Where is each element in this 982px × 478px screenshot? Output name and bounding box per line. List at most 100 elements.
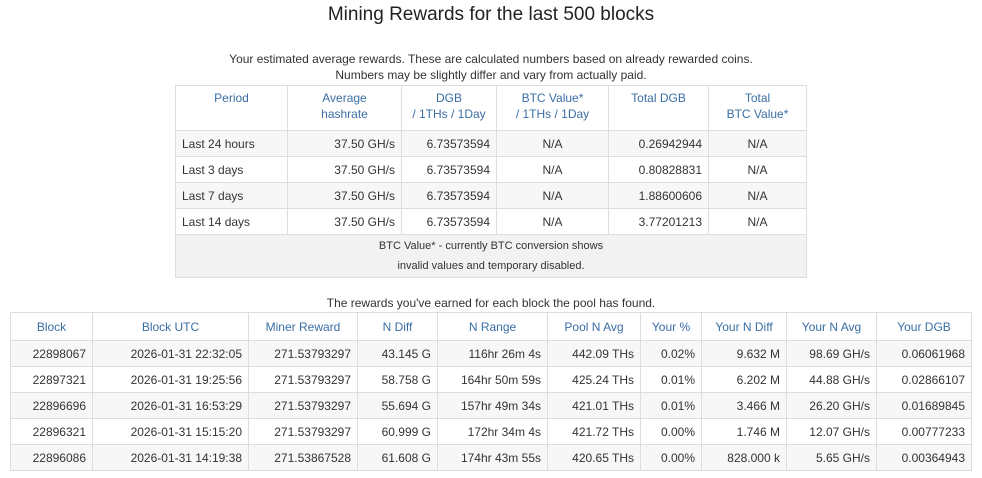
table-row: Last 24 hours 37.50 GH/s 6.73573594 N/A 0.26… xyxy=(175,130,807,157)
header-line: DGB xyxy=(435,91,462,105)
table-cell: 0.01689845 xyxy=(876,392,972,419)
column-header: Your N Avg xyxy=(786,312,877,341)
table-cell: 6.73573594 xyxy=(401,208,497,235)
header-line: BTC Value* xyxy=(521,91,584,105)
header-line: / 1THs / 1Day xyxy=(515,107,590,121)
table-row: Last 14 days 37.50 GH/s 6.73573594 N/A 3.772… xyxy=(175,208,807,235)
table-cell: 0.00% xyxy=(640,444,702,471)
column-header: DGB / 1THs / 1Day xyxy=(401,85,497,131)
table-cell: 421.01 THs xyxy=(547,392,641,419)
table-cell: 172hr 34m 4s xyxy=(437,418,548,445)
table-cell: 61.608 G xyxy=(357,444,438,471)
note-line: invalid values and temporary disabled. xyxy=(397,260,585,272)
table-cell: 164hr 50m 59s xyxy=(437,366,548,393)
subtitle: Numbers may be slightly differ and vary … xyxy=(335,68,647,82)
table-cell: 22897321 xyxy=(10,366,93,393)
table-cell: 116hr 26m 4s xyxy=(437,340,548,367)
table-cell: 6.202 M xyxy=(701,366,787,393)
table-cell: 6.73573594 xyxy=(401,182,497,209)
table-cell: 26.20 GH/s xyxy=(786,392,877,419)
table-row: Last 3 days 37.50 GH/s 6.73573594 N/A 0.8082… xyxy=(175,156,807,183)
table-cell: N/A xyxy=(496,208,609,235)
table-row: Last 7 days 37.50 GH/s 6.73573594 N/A 1.8860… xyxy=(175,182,807,209)
table-cell: 12.07 GH/s xyxy=(786,418,877,445)
column-header: N Diff xyxy=(357,312,438,341)
table-cell: 0.01% xyxy=(640,392,702,419)
table-cell: 0.02% xyxy=(640,340,702,367)
table-cell: 44.88 GH/s xyxy=(786,366,877,393)
table-cell: 0.26942944 xyxy=(608,130,709,157)
table-cell: Last 14 days xyxy=(175,208,288,235)
table-cell: 2026-01-31 22:32:05 xyxy=(92,340,249,367)
table-cell: 6.73573594 xyxy=(401,130,497,157)
column-header: BTC Value* / 1THs / 1Day xyxy=(496,85,609,131)
subtitle: Your estimated average rewards. These ar… xyxy=(229,52,753,66)
column-header: Pool N Avg xyxy=(547,312,641,341)
table-cell: 421.72 THs xyxy=(547,418,641,445)
header-line: Total DGB xyxy=(631,91,686,105)
table-cell: 98.69 GH/s xyxy=(786,340,877,367)
header-line: Period xyxy=(214,91,249,105)
table-cell: N/A xyxy=(708,208,807,235)
note-row: BTC Value* - currently BTC conversion sh… xyxy=(175,234,807,278)
header-line: hashrate xyxy=(321,107,368,121)
caption: The rewards you've earned for each block… xyxy=(326,296,656,310)
column-header: Your % xyxy=(640,312,702,341)
table-cell: 60.999 G xyxy=(357,418,438,445)
page-title: Mining Rewards for the last 500 blocks xyxy=(327,4,655,25)
column-header: Total BTC Value* xyxy=(708,85,807,131)
header-line: Total xyxy=(744,91,771,105)
table-cell: 2026-01-31 15:15:20 xyxy=(92,418,249,445)
header-line: / 1THs / 1Day xyxy=(412,107,486,121)
table-cell: 2026-01-31 14:19:38 xyxy=(92,444,249,471)
header-line: Average xyxy=(322,91,367,105)
table-cell: 0.01% xyxy=(640,366,702,393)
estimates-table: Period Average hashrate DGB/ 1THs / 1Day BTC… xyxy=(175,85,807,278)
note-line: BTC Value* - currently BTC conversion sh… xyxy=(378,240,604,252)
table-cell: 174hr 43m 55s xyxy=(437,444,548,471)
column-header: Period xyxy=(175,85,288,131)
table-row: 22897321 2026-01-31 19:25:56 271.53793297 5… xyxy=(10,366,972,393)
table-cell: 58.758 G xyxy=(357,366,438,393)
table-cell: 2026-01-31 16:53:29 xyxy=(92,392,249,419)
table-cell: 271.53793297 xyxy=(248,340,358,367)
table-cell: N/A xyxy=(496,182,609,209)
header-line: BTC Value* xyxy=(726,107,789,121)
table-cell: 6.73573594 xyxy=(401,156,497,183)
table-row: 22898067 2026-01-31 22:32:05 271.53793297 4… xyxy=(10,340,972,367)
table-cell: 5.65 GH/s xyxy=(786,444,877,471)
table-row: 22896696 2026-01-31 16:53:29 271.53793297 5… xyxy=(10,392,972,419)
table-cell: 22896321 xyxy=(10,418,93,445)
table-cell: 157hr 49m 34s xyxy=(437,392,548,419)
table-cell: 3.466 M xyxy=(701,392,787,419)
table-cell: N/A xyxy=(496,130,609,157)
table-cell: 37.50 GH/s xyxy=(287,156,402,183)
table-cell: 0.02866107 xyxy=(876,366,972,393)
table-cell: 1.88600606 xyxy=(608,182,709,209)
table-cell: 271.53793297 xyxy=(248,366,358,393)
table-cell: N/A xyxy=(708,130,807,157)
table-cell: Last 24 hours xyxy=(175,130,288,157)
table-cell: 442.09 THs xyxy=(547,340,641,367)
table-cell: N/A xyxy=(708,156,807,183)
table-cell: 0.80828831 xyxy=(608,156,709,183)
table-cell: 3.77201213 xyxy=(608,208,709,235)
table-cell: 37.50 GH/s xyxy=(287,182,402,209)
column-header: Average hashrate xyxy=(287,85,402,131)
note-cell: BTC Value* - currently BTC conversion sh… xyxy=(175,234,807,278)
table-cell: 22896086 xyxy=(10,444,93,471)
table-cell: 9.632 M xyxy=(701,340,787,367)
blocks-table: Block Block UTC Miner Reward N Diff N Range P… xyxy=(10,312,972,471)
table-cell: 55.694 G xyxy=(357,392,438,419)
table-cell: N/A xyxy=(708,182,807,209)
table-cell: 2026-01-31 19:25:56 xyxy=(92,366,249,393)
table-cell: 0.06061968 xyxy=(876,340,972,367)
table-cell: N/A xyxy=(496,156,609,183)
column-header: Block UTC xyxy=(92,312,249,341)
table-cell: 0.00777233 xyxy=(876,418,972,445)
table-row: 22896321 2026-01-31 15:15:20 271.53793297 6… xyxy=(10,418,972,445)
table-cell: 22898067 xyxy=(10,340,93,367)
table-cell: 271.53793297 xyxy=(248,418,358,445)
table-cell: 828.000 k xyxy=(701,444,787,471)
